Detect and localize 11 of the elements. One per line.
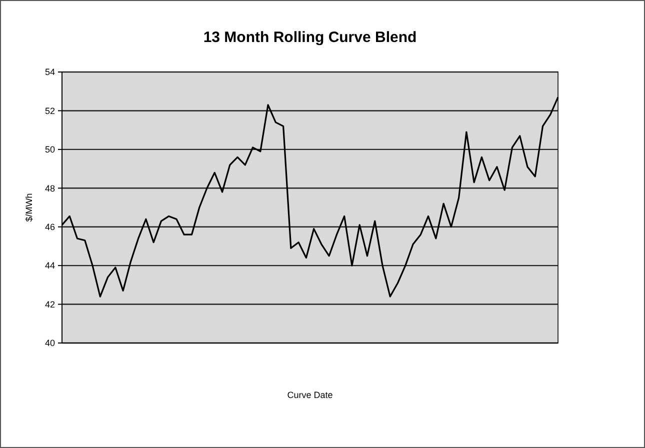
y-tick-label: 42 [44, 299, 55, 310]
y-tick-label: 46 [44, 222, 55, 232]
chart-title: 13 Month Rolling Curve Blend [203, 29, 417, 46]
y-axis-title: $/MWh [24, 193, 34, 222]
y-tick-label: 54 [44, 67, 55, 78]
y-tick-label: 48 [44, 183, 55, 194]
y-tick-label: 44 [44, 260, 55, 271]
x-axis-title: Curve Date [287, 390, 333, 400]
y-tick-label: 50 [44, 144, 55, 155]
y-tick-label: 52 [44, 106, 55, 116]
y-tick-label: 40 [44, 338, 55, 348]
